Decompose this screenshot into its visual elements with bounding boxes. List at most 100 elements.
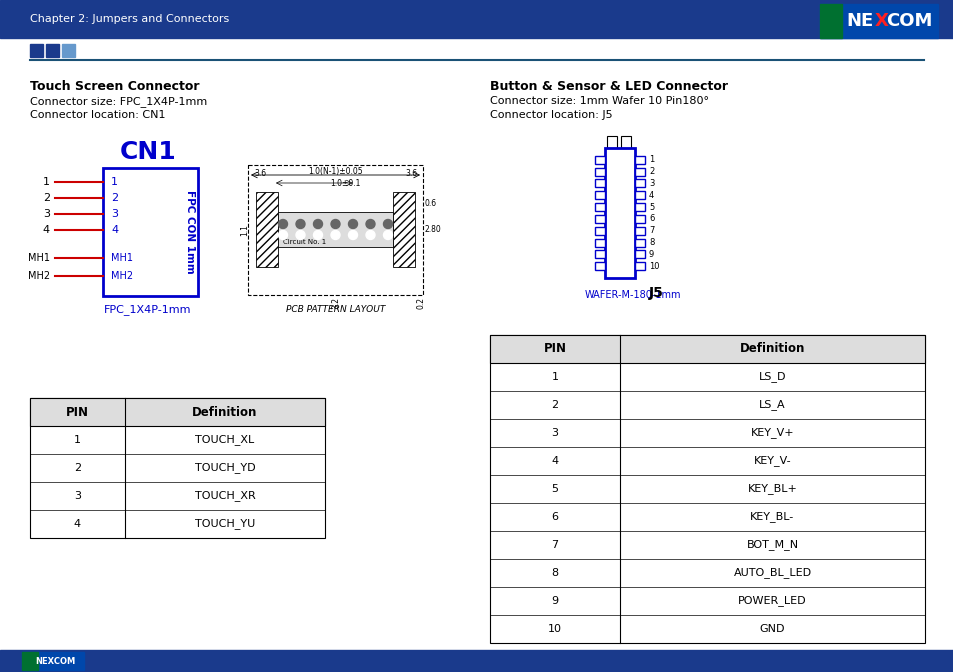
Circle shape [314, 220, 322, 228]
Text: Connector location: J5: Connector location: J5 [490, 110, 612, 120]
Text: Button & Sensor & LED Connector: Button & Sensor & LED Connector [490, 80, 727, 93]
Text: POWER_LED: POWER_LED [738, 595, 806, 606]
Text: Connector location: CN1: Connector location: CN1 [30, 110, 165, 120]
Bar [277, 212, 393, 247]
Text: AUTO_BL_LED: AUTO_BL_LED [733, 568, 811, 579]
Text: PIN: PIN [66, 405, 89, 419]
Text: 9: 9 [551, 596, 558, 606]
Bar [595, 251, 604, 258]
Bar [30, 44, 43, 57]
Bar [595, 167, 604, 175]
Bar [820, 4, 937, 38]
Bar [604, 148, 635, 278]
Text: 1.1: 1.1 [240, 224, 249, 236]
Text: 3: 3 [43, 209, 50, 219]
Text: 7: 7 [551, 540, 558, 550]
Polygon shape [820, 4, 841, 38]
Text: WAFER-M-180-1mm: WAFER-M-180-1mm [584, 290, 680, 300]
Text: PCB PATTERN LAYOUT: PCB PATTERN LAYOUT [286, 305, 385, 314]
Text: KEY_BL-: KEY_BL- [750, 511, 794, 522]
Circle shape [366, 220, 375, 228]
Circle shape [383, 220, 392, 228]
Bar [490, 335, 924, 643]
Bar [595, 262, 604, 270]
Text: 2: 2 [43, 193, 50, 203]
Text: 2: 2 [551, 400, 558, 410]
Text: 5: 5 [551, 484, 558, 494]
Circle shape [314, 230, 322, 239]
Text: NEXCOM: NEXCOM [35, 657, 75, 665]
Bar [635, 215, 644, 223]
Circle shape [278, 220, 287, 228]
Text: NE: NE [845, 12, 872, 30]
Text: MH2: MH2 [28, 271, 50, 281]
Circle shape [348, 220, 357, 228]
Text: 4: 4 [111, 225, 118, 235]
Text: 3: 3 [648, 179, 654, 188]
Text: 1: 1 [111, 177, 118, 187]
Bar [635, 251, 644, 258]
Bar [635, 262, 644, 270]
Text: 3.2: 3.2 [331, 297, 339, 309]
Text: TOUCH_XL: TOUCH_XL [195, 435, 254, 446]
Bar [22, 652, 84, 670]
Text: KEY_V+: KEY_V+ [750, 427, 794, 438]
Circle shape [295, 230, 305, 239]
Circle shape [348, 230, 357, 239]
Text: 4: 4 [551, 456, 558, 466]
Text: 3.6: 3.6 [404, 169, 416, 178]
Text: X: X [874, 12, 888, 30]
Text: 1: 1 [74, 435, 81, 445]
Bar [46, 44, 59, 57]
Text: KEY_V-: KEY_V- [753, 456, 790, 466]
Bar [0, 650, 953, 672]
Text: MH2: MH2 [111, 271, 133, 281]
Circle shape [295, 220, 305, 228]
Text: 2: 2 [648, 167, 654, 176]
Text: 8: 8 [648, 238, 654, 247]
Text: 2: 2 [111, 193, 118, 203]
Text: Connector size: 1mm Wafer 10 Pin180°: Connector size: 1mm Wafer 10 Pin180° [490, 96, 708, 106]
Text: CN1: CN1 [119, 140, 176, 164]
Text: 10: 10 [648, 261, 659, 271]
Circle shape [366, 230, 375, 239]
Text: 4: 4 [43, 225, 50, 235]
Text: MH1: MH1 [28, 253, 50, 263]
Bar [620, 136, 630, 148]
Bar [255, 192, 277, 267]
Text: Touch Screen Connector: Touch Screen Connector [30, 80, 199, 93]
Text: 2.80: 2.80 [424, 226, 441, 235]
Text: J5: J5 [648, 286, 663, 300]
Text: LS_A: LS_A [759, 400, 785, 411]
Text: 3: 3 [111, 209, 118, 219]
Bar [595, 226, 604, 235]
Bar [22, 652, 38, 670]
Text: 0.6: 0.6 [424, 198, 436, 208]
Text: GND: GND [759, 624, 784, 634]
Circle shape [331, 230, 339, 239]
Bar [248, 165, 422, 295]
Text: Definition: Definition [739, 343, 804, 355]
Text: FPC CON 1mm: FPC CON 1mm [185, 190, 194, 274]
Text: Definition: Definition [193, 405, 257, 419]
Bar [30, 398, 325, 538]
Bar [635, 179, 644, 187]
Text: 3.6: 3.6 [253, 169, 266, 178]
Text: 4: 4 [648, 191, 654, 200]
Text: 1.0(N-1)±0.05: 1.0(N-1)±0.05 [308, 167, 362, 176]
Text: 1: 1 [648, 155, 654, 165]
Bar [490, 335, 924, 363]
Bar [103, 168, 198, 296]
Bar [595, 215, 604, 223]
Bar [595, 179, 604, 187]
Circle shape [383, 230, 392, 239]
Text: 3: 3 [551, 428, 558, 438]
Bar [635, 226, 644, 235]
Bar [635, 239, 644, 247]
Text: 4: 4 [74, 519, 81, 529]
Text: Chapter 2: Jumpers and Connectors: Chapter 2: Jumpers and Connectors [30, 14, 229, 24]
Text: TOUCH_XR: TOUCH_XR [194, 491, 255, 501]
Text: LS_D: LS_D [758, 372, 785, 382]
Circle shape [278, 230, 287, 239]
Bar [635, 203, 644, 211]
